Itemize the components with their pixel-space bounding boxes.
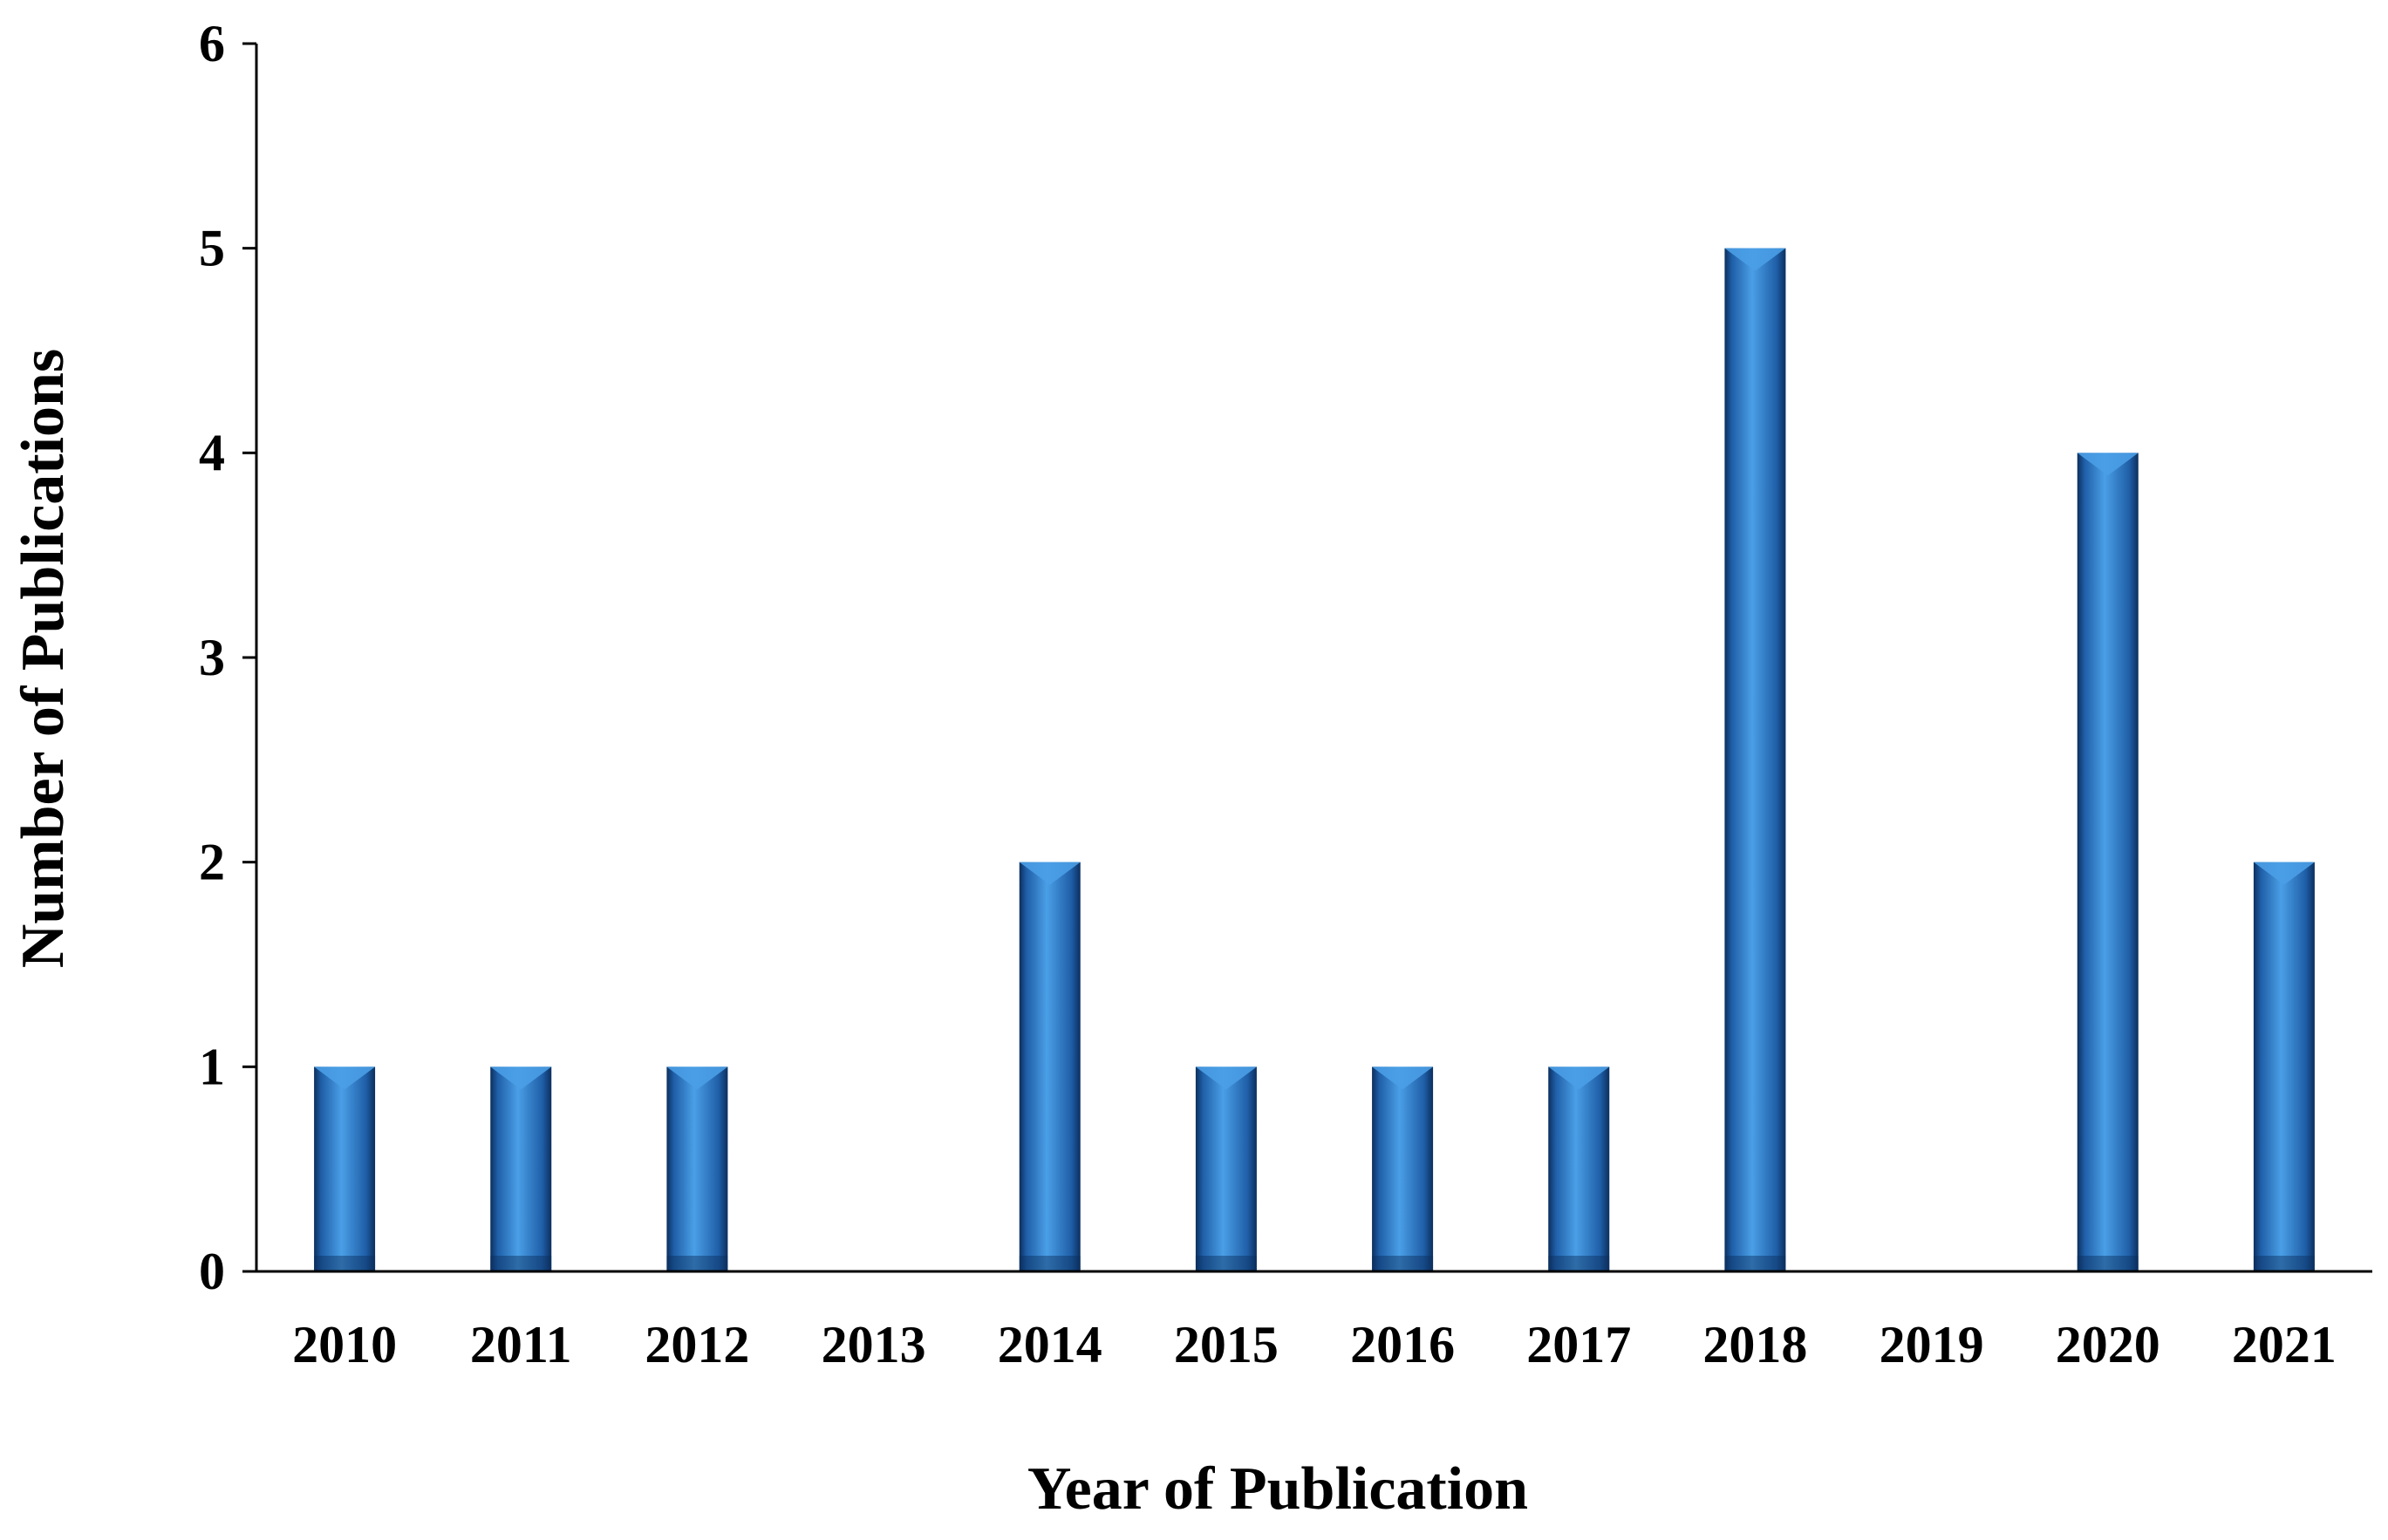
x-tick-label: 2013 [822, 1316, 926, 1373]
bar-body [490, 1066, 552, 1271]
x-tick-label: 2018 [1702, 1316, 1807, 1373]
y-tick-label: 2 [199, 834, 225, 891]
y-tick-label: 6 [199, 15, 225, 72]
bar-bevel [1019, 862, 1081, 885]
bar-2016 [1372, 1066, 1434, 1271]
bar-2020 [2077, 453, 2139, 1271]
bar-body [1195, 1066, 1257, 1271]
bar-body [314, 1066, 376, 1271]
bar-base [314, 1256, 376, 1271]
y-tick-label: 3 [199, 629, 225, 686]
bar-body [1019, 862, 1081, 1271]
bar-body [666, 1066, 728, 1271]
x-tick-label: 2017 [1526, 1316, 1631, 1373]
x-tick-label: 2011 [470, 1316, 572, 1373]
y-tick-label: 5 [199, 220, 225, 277]
bar-bevel [490, 1066, 552, 1090]
x-tick-label: 2012 [645, 1316, 749, 1373]
bar-base [490, 1256, 552, 1271]
bar-bevel [314, 1066, 376, 1090]
y-tick-label: 4 [199, 424, 225, 481]
bar-bevel [666, 1066, 728, 1090]
bar-body [1548, 1066, 1610, 1271]
x-tick-label: 2014 [998, 1316, 1102, 1373]
bar-bevel [1724, 248, 1786, 271]
y-axis-title: Number of Publications [10, 349, 77, 968]
bar-2015 [1195, 1066, 1257, 1271]
x-tick-label: 2015 [1174, 1316, 1279, 1373]
bar-body [2253, 862, 2315, 1271]
bar-bevel [1548, 1066, 1610, 1090]
x-axis-title: Year of Publication [1027, 1455, 1528, 1523]
bar-bevel [1195, 1066, 1257, 1090]
bar-bevel [2077, 453, 2139, 476]
y-tick-label: 0 [199, 1243, 225, 1300]
x-tick-label: 2019 [1880, 1316, 1984, 1373]
bar-base [2253, 1256, 2315, 1271]
bar-base [2077, 1256, 2139, 1271]
bar-base [1195, 1256, 1257, 1271]
bar-2021 [2253, 862, 2315, 1271]
bar-bevel [2253, 862, 2315, 885]
bar-body [1724, 248, 1786, 1272]
x-tick-label: 2021 [2232, 1316, 2337, 1373]
x-tick-label: 2020 [2056, 1316, 2160, 1373]
bar-2018 [1724, 248, 1786, 1272]
bar-2014 [1019, 862, 1081, 1271]
x-tick-label: 2016 [1350, 1316, 1455, 1373]
bar-base [1724, 1256, 1786, 1271]
bar-2011 [490, 1066, 552, 1271]
bar-body [1372, 1066, 1434, 1271]
bars-group [314, 248, 2315, 1272]
bar-2010 [314, 1066, 376, 1271]
x-axis-ticks: 2010 2011 2012 2013 2014 2015 2016 2017 2018 2019… [292, 1316, 2337, 1373]
bar-base [666, 1256, 728, 1271]
bar-body [2077, 453, 2139, 1271]
bar-bevel [1372, 1066, 1434, 1090]
y-axis-ticks: 0 1 2 3 4 5 6 [199, 15, 256, 1300]
y-tick-label: 1 [199, 1038, 225, 1095]
bar-base [1548, 1256, 1610, 1271]
bar-base [1019, 1256, 1081, 1271]
bar-base [1372, 1256, 1434, 1271]
bar-2012 [666, 1066, 728, 1271]
x-tick-label: 2010 [292, 1316, 397, 1373]
bar-2017 [1548, 1066, 1610, 1271]
